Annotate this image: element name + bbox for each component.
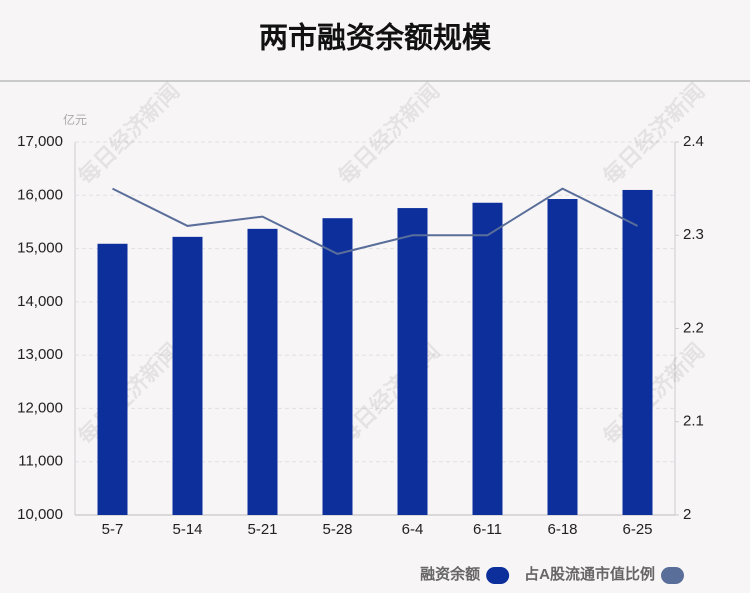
y-tick-label: 14,000 <box>17 293 63 310</box>
y2-tick-label: 2.2 <box>683 319 704 336</box>
y-tick-label: 10,000 <box>17 506 63 523</box>
x-tick-label: 5-21 <box>247 521 277 538</box>
x-tick-label: 6-11 <box>473 521 502 538</box>
bar <box>322 218 353 515</box>
y-tick-label: 17,000 <box>17 133 63 150</box>
bar <box>97 243 128 516</box>
y-tick-label: 11,000 <box>18 453 63 470</box>
y2-tick-label: 2.3 <box>683 226 704 243</box>
y-tick-label: 12,000 <box>17 399 63 416</box>
x-tick-label: 5-14 <box>172 521 202 538</box>
x-tick-label: 5-28 <box>322 521 352 538</box>
y2-tick-label: 2.4 <box>683 133 704 150</box>
legend-swatch <box>661 567 684 584</box>
y-tick-label: 16,000 <box>17 186 63 203</box>
x-tick-label: 6-4 <box>402 521 424 538</box>
x-tick-label: 6-25 <box>622 521 652 538</box>
chart-title: 两市融资余额规模 <box>259 21 492 55</box>
legend-label: 占A股流通市值比例 <box>524 565 655 583</box>
y-unit: 亿元 <box>63 112 87 127</box>
bar <box>547 199 578 515</box>
line <box>112 187 638 255</box>
y2-tick-label: 2.1 <box>683 413 704 430</box>
x-tick-label: 6-18 <box>547 521 577 538</box>
y-tick-label: 13,000 <box>17 346 63 363</box>
bar <box>397 208 428 515</box>
legend-label: 融资余额 <box>420 565 480 583</box>
bar <box>472 202 503 515</box>
bar <box>247 228 278 515</box>
bar <box>172 236 203 515</box>
y-tick-label: 15,000 <box>17 240 63 257</box>
x-tick-label: 5-7 <box>102 521 124 538</box>
bar <box>622 189 653 515</box>
legend-swatch <box>486 567 510 584</box>
y2-tick-label: 2 <box>683 506 691 523</box>
